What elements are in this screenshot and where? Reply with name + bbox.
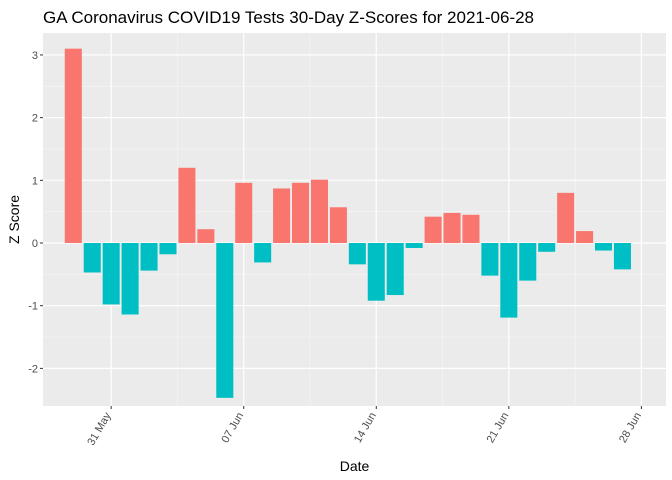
- bars: [64, 48, 631, 398]
- bar: [367, 243, 385, 301]
- y-tick-label: -2: [28, 363, 38, 375]
- bar: [424, 216, 442, 244]
- bar: [140, 243, 158, 271]
- y-axis-title: Z Score: [6, 195, 22, 244]
- bar: [462, 214, 480, 244]
- bar: [576, 231, 594, 244]
- bar: [273, 188, 291, 244]
- y-tick-label: 1: [32, 175, 38, 187]
- y-tick-label: -1: [28, 301, 38, 313]
- bar: [405, 243, 423, 249]
- bar: [348, 243, 366, 265]
- bar: [292, 182, 310, 244]
- bar: [197, 229, 215, 244]
- bar: [386, 243, 404, 296]
- bar: [121, 243, 139, 315]
- bar: [254, 243, 272, 263]
- x-axis-title: Date: [340, 458, 370, 474]
- y-tick-label: 0: [32, 238, 38, 250]
- bar: [310, 179, 328, 244]
- bar: [538, 243, 556, 252]
- bar: [178, 167, 196, 244]
- bar: [557, 192, 575, 244]
- bar: [500, 243, 518, 318]
- major-gridlines: [43, 33, 666, 406]
- y-tick-label: 3: [32, 50, 38, 62]
- bar: [613, 243, 631, 270]
- bar: [329, 207, 347, 244]
- bar: [481, 243, 499, 276]
- bar: [216, 243, 234, 398]
- y-axis: -2 -1 0 1 2 3: [28, 50, 43, 375]
- bar: [443, 212, 461, 244]
- x-tick-label: 21 Jun: [485, 411, 512, 446]
- minor-gridlines: [43, 33, 666, 406]
- x-tick-label: 07 Jun: [219, 411, 246, 446]
- y-tick-label: 2: [32, 113, 38, 125]
- chart-title: GA Coronavirus COVID19 Tests 30-Day Z-Sc…: [43, 8, 534, 27]
- x-axis: 31 May 07 Jun 14 Jun 21 Jun 28 Jun: [85, 406, 644, 448]
- bar: [159, 243, 177, 255]
- bar: [235, 182, 253, 244]
- bar: [594, 243, 613, 251]
- bar: [83, 243, 101, 273]
- bar: [102, 243, 120, 305]
- bar: [519, 243, 537, 281]
- bar: [64, 48, 82, 244]
- x-tick-label: 28 Jun: [617, 411, 644, 446]
- x-tick-label: 31 May: [85, 410, 114, 448]
- x-tick-label: 14 Jun: [352, 411, 379, 446]
